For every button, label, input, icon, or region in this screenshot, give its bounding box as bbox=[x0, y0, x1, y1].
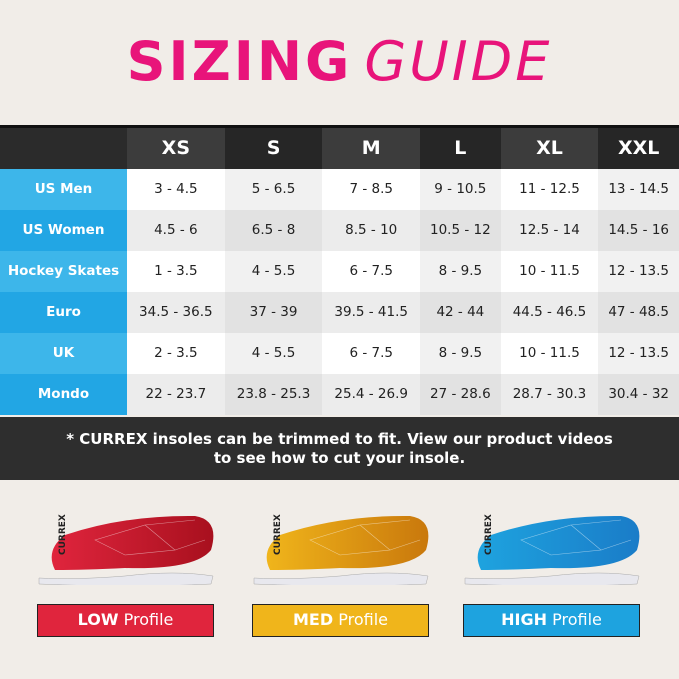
size-cell: 12 - 13.5 bbox=[598, 332, 679, 374]
table-row: US Women 4.5 - 6 6.5 - 8 8.5 - 10 10.5 - 12 1… bbox=[0, 209, 679, 251]
table-row: Mondo 22 - 23.7 23.8 - 25.3 25.4 - 26.9 27 -… bbox=[0, 373, 679, 415]
size-cell: 14.5 - 16 bbox=[598, 209, 679, 251]
header-row: XS S M L XL XXL bbox=[0, 126, 679, 169]
size-cell: 44.5 - 46.5 bbox=[500, 291, 599, 333]
size-cell: 25.4 - 26.9 bbox=[322, 373, 421, 415]
profile-text: Profile bbox=[123, 610, 174, 629]
col-xxl: XXL bbox=[598, 126, 679, 169]
size-cell: 6 - 7.5 bbox=[322, 250, 421, 292]
col-l: L bbox=[420, 126, 501, 169]
currex-logo: CURREX bbox=[58, 514, 68, 555]
size-cell: 7 - 8.5 bbox=[322, 168, 421, 210]
size-cell: 12.5 - 14 bbox=[500, 209, 599, 251]
profile-level: HIGH bbox=[501, 610, 548, 629]
profile-label-low: LOW Profile bbox=[37, 604, 214, 637]
size-cell: 23.8 - 25.3 bbox=[224, 373, 323, 415]
size-cell: 8 - 9.5 bbox=[420, 250, 501, 292]
size-cell: 28.7 - 30.3 bbox=[500, 373, 599, 415]
size-cell: 10 - 11.5 bbox=[500, 250, 599, 292]
size-cell: 47 - 48.5 bbox=[598, 291, 679, 333]
size-cell: 6.5 - 8 bbox=[224, 209, 323, 251]
trim-note: * CURREX insoles can be trimmed to fit. … bbox=[0, 417, 679, 480]
size-cell: 13 - 14.5 bbox=[598, 168, 679, 210]
size-cell: 8.5 - 10 bbox=[322, 209, 421, 251]
profile-level: LOW bbox=[77, 610, 119, 629]
col-xs: XS bbox=[127, 126, 225, 169]
insole-image: CURREX bbox=[253, 514, 429, 585]
col-s: S bbox=[224, 126, 323, 169]
row-label: Euro bbox=[0, 291, 127, 333]
size-cell: 5 - 6.5 bbox=[224, 168, 323, 210]
size-cell: 27 - 28.6 bbox=[420, 373, 501, 415]
insole-image: CURREX bbox=[464, 514, 640, 585]
row-label: US Women bbox=[0, 209, 127, 251]
size-cell: 6 - 7.5 bbox=[322, 332, 421, 374]
size-cell: 30.4 - 32 bbox=[598, 373, 679, 415]
profile-label-high: HIGH Profile bbox=[463, 604, 640, 637]
profile-level: MED bbox=[293, 610, 334, 629]
corner-cell bbox=[0, 126, 127, 169]
col-xl: XL bbox=[500, 126, 599, 169]
row-label: US Men bbox=[0, 168, 127, 210]
size-cell: 4 - 5.5 bbox=[224, 250, 323, 292]
row-label: Mondo bbox=[0, 373, 127, 415]
profile-label-med: MED Profile bbox=[252, 604, 429, 637]
size-cell: 10.5 - 12 bbox=[420, 209, 501, 251]
size-cell: 22 - 23.7 bbox=[127, 373, 225, 415]
page-title: SIZING GUIDE bbox=[0, 30, 679, 94]
profile-text: Profile bbox=[338, 610, 388, 629]
size-cell: 3 - 4.5 bbox=[127, 168, 225, 210]
table-row: UK 2 - 3.5 4 - 5.5 6 - 7.5 8 - 9.5 10 - 11.5 1… bbox=[0, 332, 679, 374]
note-line-1: * CURREX insoles can be trimmed to fit. … bbox=[66, 430, 613, 448]
row-label: Hockey Skates bbox=[0, 250, 127, 292]
size-cell: 11 - 12.5 bbox=[500, 168, 599, 210]
title-bold: SIZING bbox=[126, 30, 353, 93]
size-cell: 34.5 - 36.5 bbox=[127, 291, 225, 333]
sizing-table: XS S M L XL XXL US Men 3 - 4.5 5 - 6.5 7 - … bbox=[0, 125, 679, 415]
table-row: US Men 3 - 4.5 5 - 6.5 7 - 8.5 9 - 10.5 11 - … bbox=[0, 168, 679, 210]
size-cell: 9 - 10.5 bbox=[420, 168, 501, 210]
size-cell: 4 - 5.5 bbox=[224, 332, 323, 374]
currex-logo: CURREX bbox=[273, 514, 283, 555]
insole-image: CURREX bbox=[38, 514, 214, 585]
size-cell: 4.5 - 6 bbox=[127, 209, 225, 251]
size-cell: 42 - 44 bbox=[420, 291, 501, 333]
size-cell: 2 - 3.5 bbox=[127, 332, 225, 374]
currex-logo: CURREX bbox=[484, 514, 494, 555]
size-cell: 10 - 11.5 bbox=[500, 332, 599, 374]
size-cell: 12 - 13.5 bbox=[598, 250, 679, 292]
title-light: GUIDE bbox=[364, 30, 553, 93]
col-m: M bbox=[322, 126, 421, 169]
row-label: UK bbox=[0, 332, 127, 374]
note-line-2: to see how to cut your insole. bbox=[213, 449, 466, 467]
size-cell: 39.5 - 41.5 bbox=[322, 291, 421, 333]
table-row: Euro 34.5 - 36.5 37 - 39 39.5 - 41.5 42 - 44… bbox=[0, 291, 679, 333]
size-cell: 8 - 9.5 bbox=[420, 332, 501, 374]
size-cell: 1 - 3.5 bbox=[127, 250, 225, 292]
profile-text: Profile bbox=[552, 610, 602, 629]
table-row: Hockey Skates 1 - 3.5 4 - 5.5 6 - 7.5 8 - 9.… bbox=[0, 250, 679, 292]
size-cell: 37 - 39 bbox=[224, 291, 323, 333]
